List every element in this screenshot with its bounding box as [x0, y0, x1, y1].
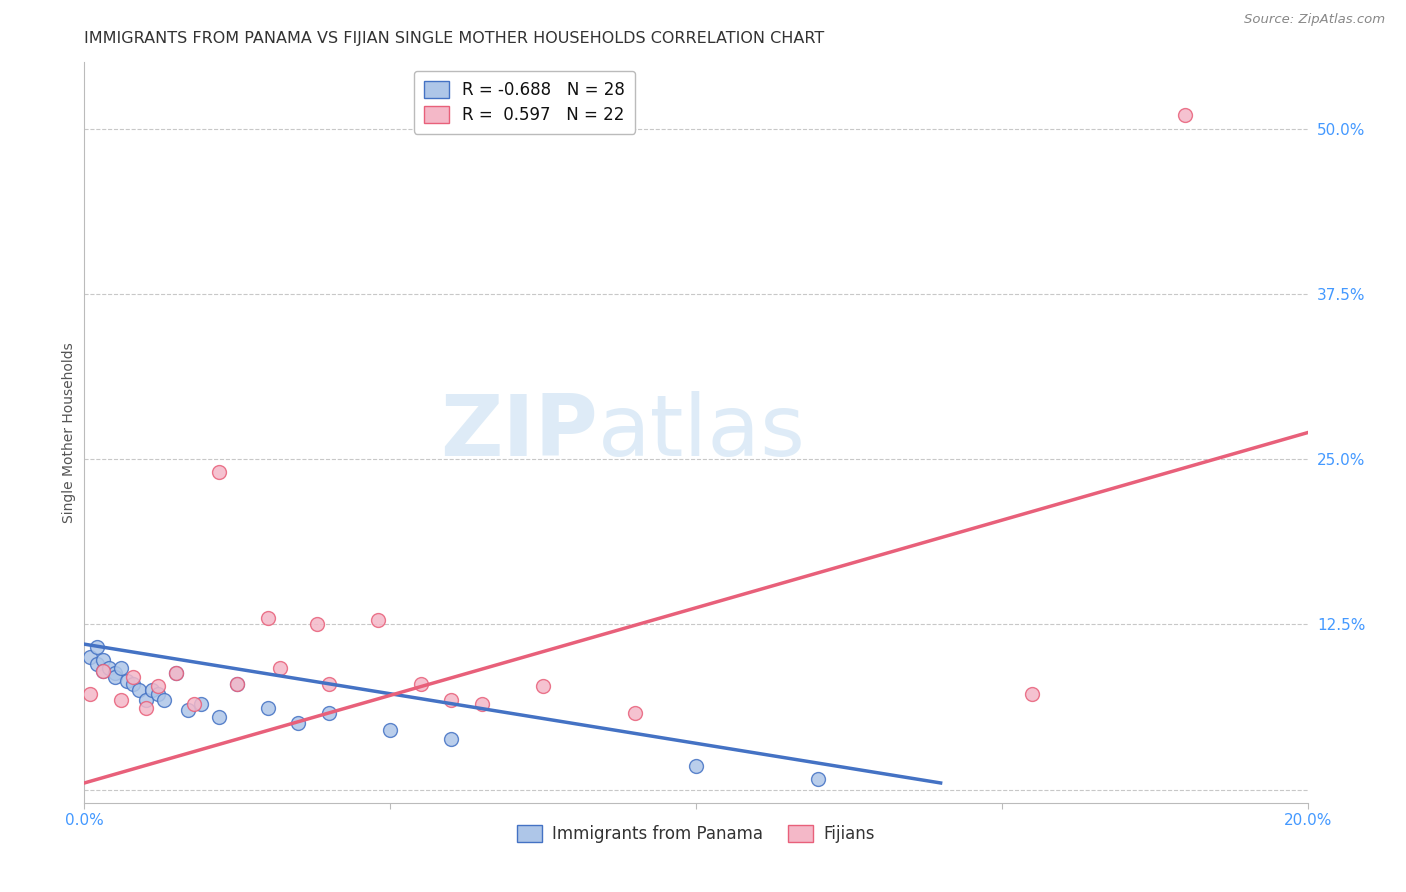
Point: [318, 706, 340, 720]
Point: [177, 703, 200, 717]
Point: [409, 677, 432, 691]
Point: [471, 697, 494, 711]
Point: [208, 710, 231, 724]
Text: ZIP: ZIP: [440, 391, 598, 475]
Point: [115, 674, 138, 689]
Point: [104, 670, 127, 684]
Point: [318, 677, 340, 691]
Point: [165, 666, 187, 681]
Point: [165, 666, 187, 681]
Point: [367, 613, 389, 627]
Point: [97, 661, 120, 675]
Point: [86, 640, 108, 654]
Point: [440, 732, 463, 747]
Point: [79, 650, 101, 665]
Point: [226, 677, 249, 691]
Point: [305, 617, 328, 632]
Point: [146, 687, 169, 701]
Text: IMMIGRANTS FROM PANAMA VS FIJIAN SINGLE MOTHER HOUSEHOLDS CORRELATION CHART: IMMIGRANTS FROM PANAMA VS FIJIAN SINGLE …: [84, 31, 824, 46]
Point: [226, 677, 249, 691]
Point: [287, 716, 309, 731]
Point: [79, 687, 101, 701]
Point: [257, 611, 280, 625]
Point: [104, 666, 127, 681]
Point: [128, 683, 150, 698]
Y-axis label: Single Mother Households: Single Mother Households: [62, 343, 76, 523]
Point: [141, 683, 163, 698]
Point: [110, 692, 132, 706]
Point: [122, 677, 145, 691]
Point: [110, 661, 132, 675]
Text: Source: ZipAtlas.com: Source: ZipAtlas.com: [1244, 13, 1385, 27]
Point: [380, 723, 402, 737]
Point: [807, 772, 830, 786]
Point: [183, 697, 205, 711]
Point: [153, 692, 176, 706]
Point: [91, 653, 114, 667]
Point: [91, 664, 114, 678]
Point: [624, 706, 647, 720]
Text: atlas: atlas: [598, 391, 806, 475]
Point: [146, 680, 169, 694]
Point: [257, 700, 280, 714]
Point: [122, 670, 145, 684]
Point: [269, 661, 291, 675]
Point: [440, 692, 463, 706]
Point: [685, 758, 707, 772]
Point: [1021, 687, 1043, 701]
Point: [190, 697, 212, 711]
Legend: Immigrants from Panama, Fijians: Immigrants from Panama, Fijians: [510, 819, 882, 850]
Point: [135, 700, 157, 714]
Point: [531, 680, 554, 694]
Point: [91, 664, 114, 678]
Point: [135, 692, 157, 706]
Point: [86, 657, 108, 671]
Point: [1174, 108, 1197, 122]
Point: [208, 465, 231, 479]
